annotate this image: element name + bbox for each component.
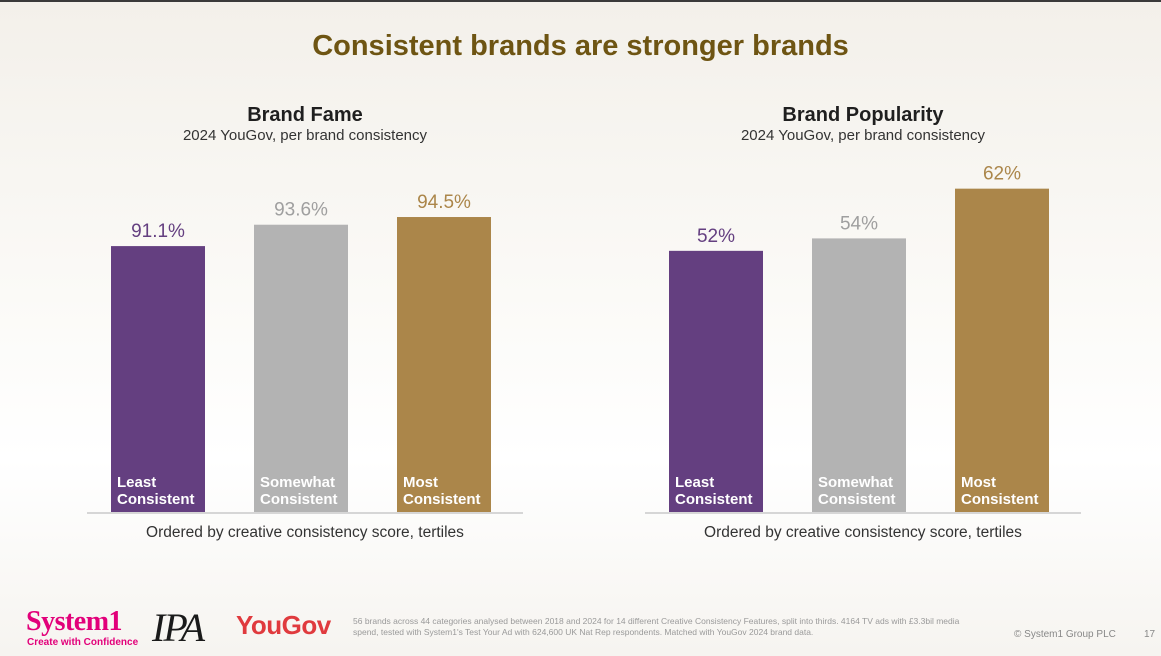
brand-fame-category-label-least-line1: Least bbox=[117, 474, 156, 491]
brand-fame-chart-caption: Ordered by creative consistency score, t… bbox=[146, 524, 464, 541]
brand-fame-data-label-most: 94.5% bbox=[417, 192, 471, 213]
ipa-logo: IPA bbox=[152, 605, 205, 650]
brand-fame-category-label-most-line1: Most bbox=[403, 474, 438, 491]
brand-fame-bar-least bbox=[111, 246, 205, 512]
brand-popularity-category-label-somewhat-line1: Somewhat bbox=[818, 474, 893, 491]
system1-tagline: Create with Confidence bbox=[27, 637, 139, 648]
brand-fame-bar-somewhat bbox=[254, 224, 348, 512]
page-number: 17 bbox=[1144, 629, 1156, 640]
yougov-logo: YouGov bbox=[236, 610, 331, 640]
methodology-footnote: 56 brands across 44 categories analysed … bbox=[353, 616, 960, 637]
brand-popularity-chart: 52%LeastConsistent54%SomewhatConsistent6… bbox=[645, 164, 1081, 514]
brand-popularity-bar-most bbox=[955, 188, 1049, 512]
brand-fame-data-label-somewhat: 93.6% bbox=[274, 200, 328, 221]
brand-fame-data-label-least: 91.1% bbox=[131, 221, 185, 242]
footer: System1 Create with Confidence IPA YouGo… bbox=[0, 600, 1161, 656]
brand-fame-bar-most bbox=[397, 217, 491, 512]
brand-fame-category-label-somewhat-line2: Consistent bbox=[260, 491, 338, 508]
brand-fame-chart-title: Brand Fame bbox=[247, 104, 363, 126]
brand-popularity-category-label-somewhat-line2: Consistent bbox=[818, 491, 896, 508]
brand-popularity-category-label-least-line2: Consistent bbox=[675, 491, 753, 508]
brand-popularity-chart-caption: Ordered by creative consistency score, t… bbox=[704, 524, 1022, 541]
slide-title: Consistent brands are stronger brands bbox=[312, 30, 849, 62]
brand-popularity-data-label-least: 52% bbox=[697, 226, 735, 247]
copyright: © System1 Group PLC bbox=[1014, 629, 1116, 640]
brand-popularity-data-label-most: 62% bbox=[983, 164, 1021, 185]
brand-popularity-bar-least bbox=[669, 250, 763, 512]
system1-logo: System1 bbox=[26, 606, 123, 637]
brand-popularity-category-label-most-line1: Most bbox=[961, 474, 996, 491]
brand-popularity-bar-somewhat bbox=[812, 238, 906, 512]
brand-fame-chart-subtitle: 2024 YouGov, per brand consistency bbox=[182, 127, 428, 144]
brand-popularity-chart-title: Brand Popularity bbox=[782, 104, 944, 126]
brand-fame-chart: 91.1%LeastConsistent93.6%SomewhatConsist… bbox=[87, 192, 523, 514]
brand-fame-category-label-most-line2: Consistent bbox=[403, 491, 481, 508]
brand-popularity-category-label-least-line1: Least bbox=[675, 474, 714, 491]
brand-popularity-category-label-most-line2: Consistent bbox=[961, 491, 1039, 508]
brand-fame-category-label-somewhat-line1: Somewhat bbox=[260, 474, 335, 491]
top-border bbox=[0, 0, 1161, 2]
brand-popularity-chart-subtitle: 2024 YouGov, per brand consistency bbox=[740, 127, 986, 144]
brand-popularity-data-label-somewhat: 54% bbox=[840, 213, 878, 234]
brand-fame-category-label-least-line2: Consistent bbox=[117, 491, 195, 508]
